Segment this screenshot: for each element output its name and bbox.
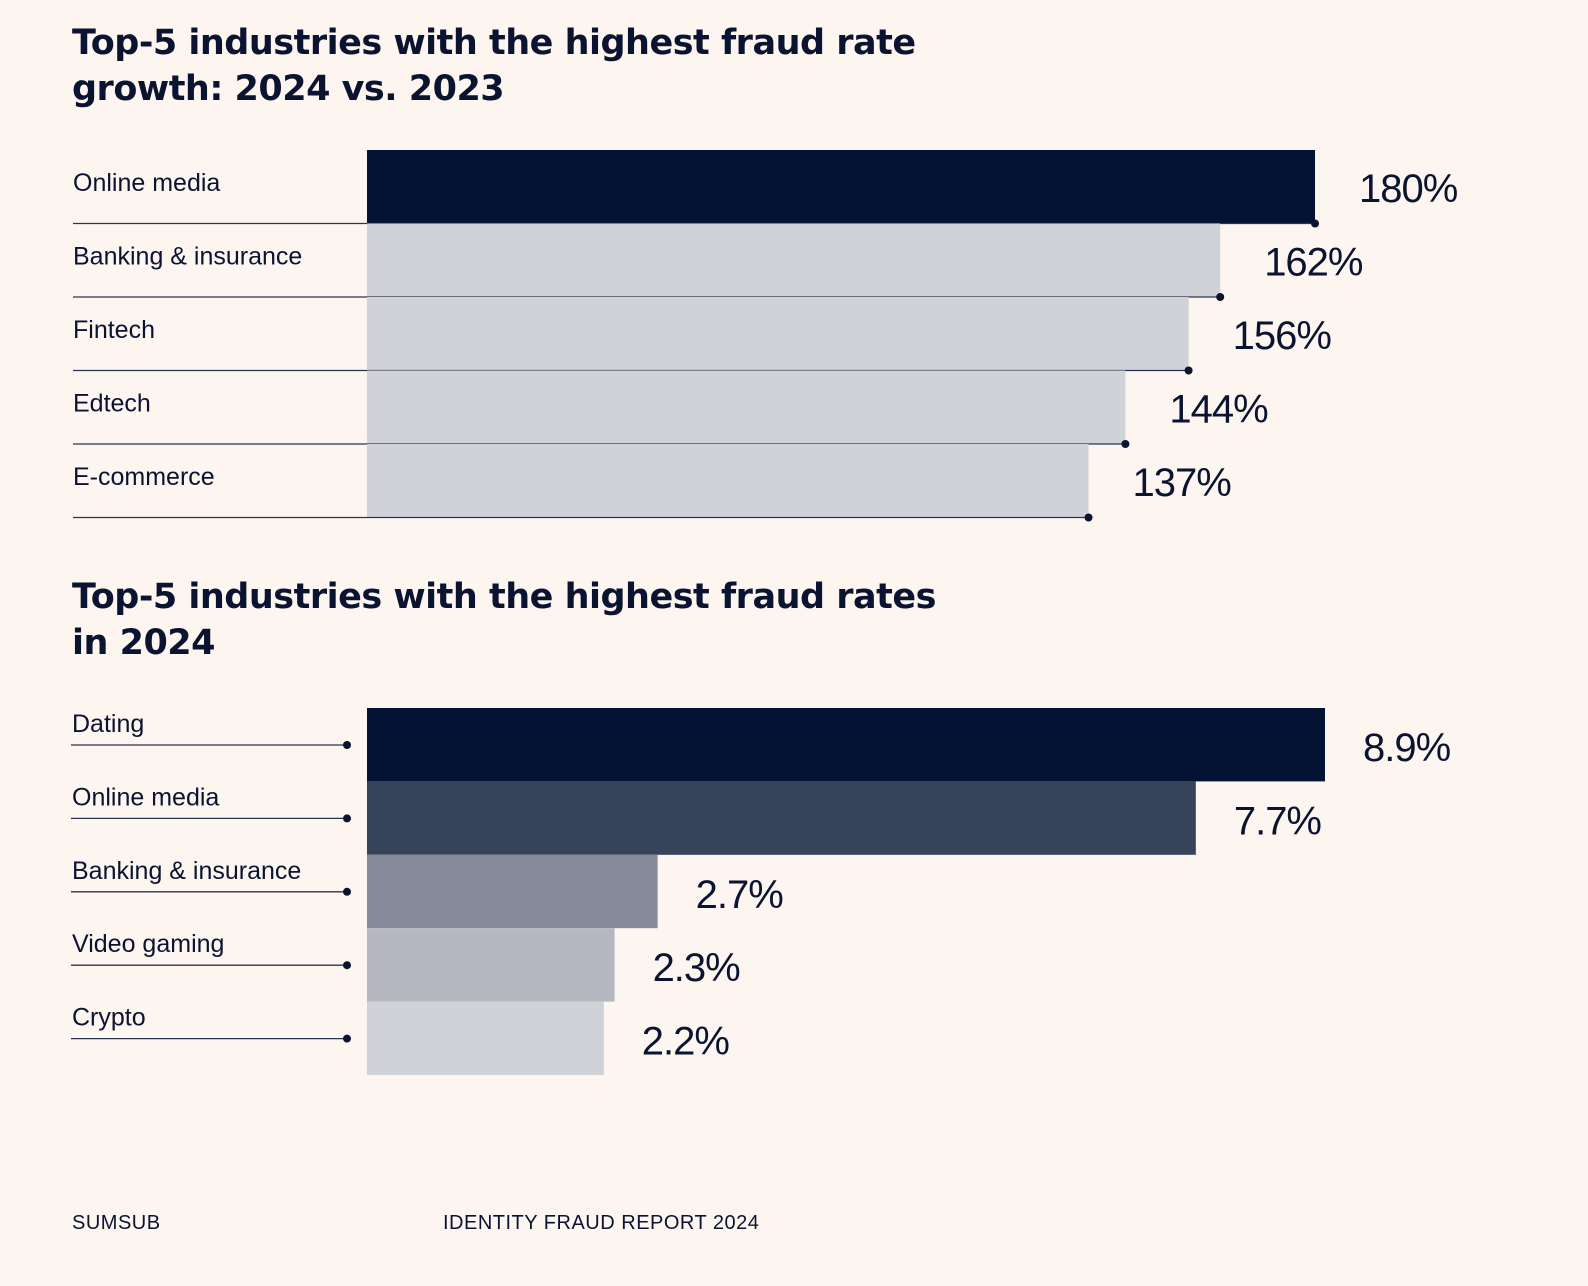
value-label-video-gaming: 2.3% bbox=[653, 946, 741, 990]
value-label-online-media: 180% bbox=[1359, 167, 1458, 211]
category-label-banking-and-insurance: Banking & insurance bbox=[73, 243, 302, 271]
value-label-online-media: 7.7% bbox=[1234, 799, 1322, 843]
category-label-video-gaming: Video gaming bbox=[72, 930, 224, 958]
baseline-dot-edtech bbox=[1121, 440, 1130, 448]
bar-e-commerce bbox=[367, 444, 1089, 518]
footer-brand: SUMSUB bbox=[72, 1212, 161, 1234]
category-label-dating: Dating bbox=[72, 710, 144, 738]
category-label-edtech: Edtech bbox=[73, 390, 151, 418]
category-label-crypto: Crypto bbox=[72, 1004, 146, 1032]
label-dot-banking-and-insurance bbox=[343, 887, 351, 896]
baseline-dot-e-commerce bbox=[1084, 513, 1093, 522]
growth-bar-chart: Online media 180% Banking & insurance 162% F… bbox=[73, 150, 1459, 522]
category-label-banking-and-insurance: Banking & insurance bbox=[72, 857, 301, 885]
value-label-edtech: 144% bbox=[1169, 388, 1268, 432]
baseline-dot-banking-and-insurance bbox=[1216, 293, 1225, 301]
value-label-banking-and-insurance: 2.7% bbox=[696, 873, 784, 917]
label-dot-online-media bbox=[343, 814, 351, 823]
category-label-online-media: Online media bbox=[72, 783, 219, 811]
bar-dating bbox=[367, 708, 1325, 782]
value-label-dating: 8.9% bbox=[1363, 726, 1451, 770]
bar-banking-and-insurance bbox=[367, 223, 1221, 297]
bar-edtech bbox=[367, 370, 1126, 444]
label-dot-dating bbox=[343, 741, 351, 749]
chart-title-rates: Top-5 industries with the highest fraud … bbox=[72, 577, 936, 663]
baseline-dot-online-media bbox=[1311, 219, 1319, 228]
category-label-e-commerce: E-commerce bbox=[73, 463, 215, 491]
footer-report-title: IDENTITY FRAUD REPORT 2024 bbox=[443, 1212, 760, 1234]
value-label-fintech: 156% bbox=[1233, 314, 1332, 358]
rates-bar-chart: Dating 8.9% Online media 7.7% Banking & insu… bbox=[71, 708, 1452, 1075]
bar-online-media bbox=[367, 150, 1315, 224]
value-label-e-commerce: 137% bbox=[1133, 461, 1232, 505]
label-dot-crypto bbox=[343, 1034, 351, 1043]
category-label-online-media: Online media bbox=[73, 169, 220, 197]
value-label-crypto: 2.2% bbox=[642, 1020, 730, 1064]
bar-fintech bbox=[367, 297, 1189, 371]
value-label-banking-and-insurance: 162% bbox=[1264, 241, 1363, 285]
label-dot-video-gaming bbox=[343, 961, 351, 970]
baseline-dot-fintech bbox=[1184, 366, 1193, 375]
bar-banking-and-insurance bbox=[367, 854, 658, 929]
bar-online-media bbox=[367, 781, 1196, 855]
category-label-fintech: Fintech bbox=[73, 316, 155, 344]
bar-crypto bbox=[367, 1001, 604, 1075]
chart-title-growth: Top-5 industries with the highest fraud … bbox=[72, 23, 916, 109]
bar-video-gaming bbox=[367, 928, 615, 1002]
